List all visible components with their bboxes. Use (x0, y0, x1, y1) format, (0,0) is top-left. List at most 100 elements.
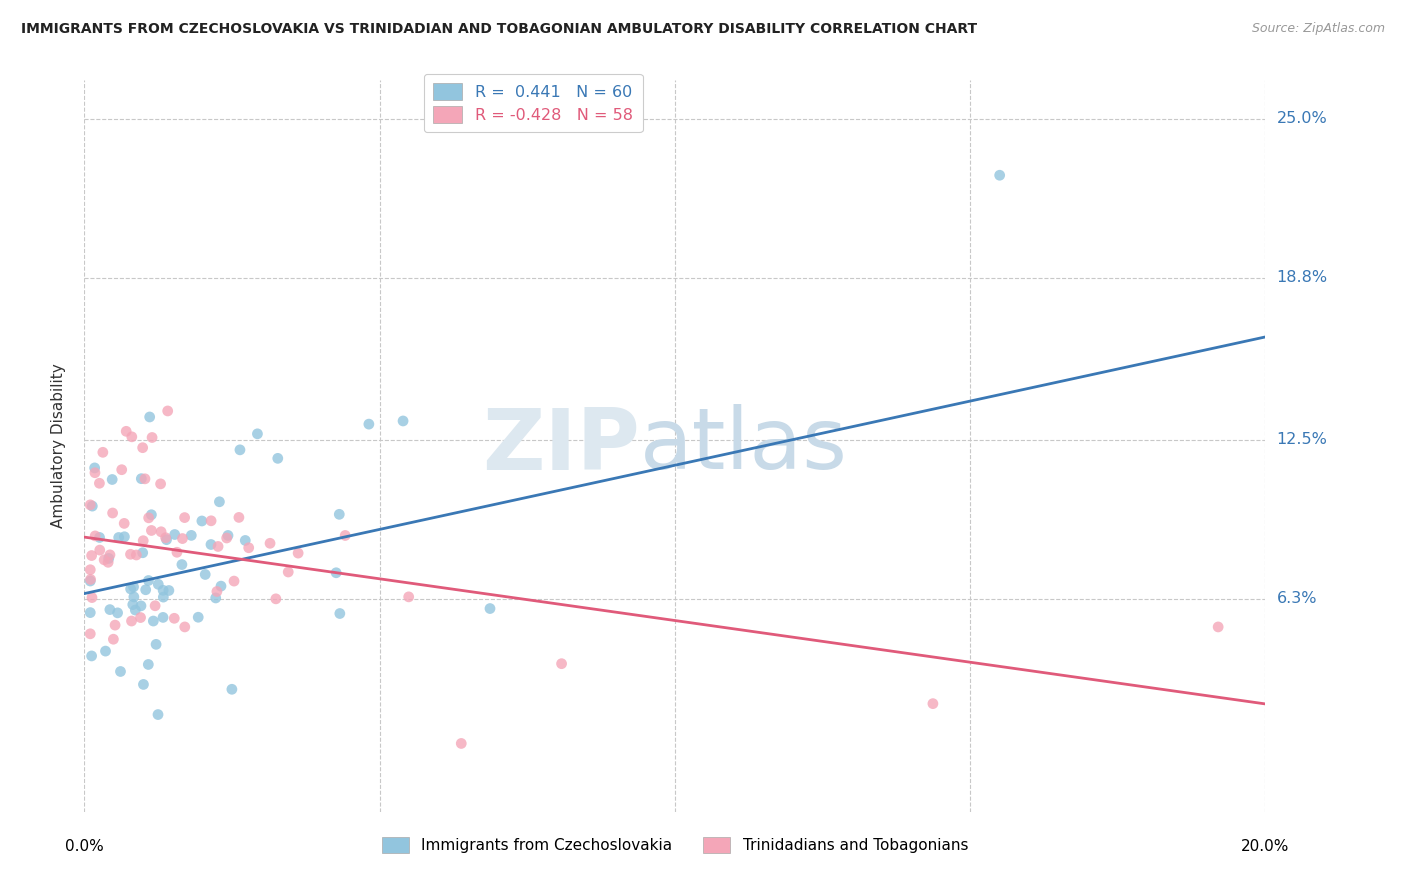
Point (259, 536, 281, 550)
Point (155, 531, 177, 545)
Point (132, 533, 155, 548)
Point (84, 466, 107, 480)
Point (145, 637, 167, 651)
Point (152, 583, 174, 598)
Point (131, 472, 153, 486)
Y-axis label: Ambulatory Disability: Ambulatory Disability (51, 364, 66, 528)
Point (228, 510, 250, 524)
Point (479, 601, 502, 615)
Point (141, 430, 163, 444)
Point (98, 548, 121, 562)
Point (131, 546, 153, 560)
Point (79, 573, 101, 587)
Point (173, 510, 195, 524)
Text: 20.0%: 20.0% (1241, 839, 1289, 855)
Point (83, 461, 105, 475)
Point (392, 414, 415, 428)
Point (121, 598, 143, 612)
Point (112, 530, 135, 544)
Point (80, 648, 103, 663)
Point (89, 476, 111, 491)
Point (101, 473, 124, 487)
Point (157, 583, 180, 598)
Point (122, 580, 145, 594)
Point (131, 441, 153, 455)
Point (97, 555, 120, 569)
Point (143, 599, 166, 613)
Point (89, 531, 111, 545)
Point (122, 590, 145, 604)
Point (97, 551, 120, 566)
Point (79, 627, 101, 641)
Point (335, 528, 357, 542)
Point (329, 607, 352, 621)
Point (325, 566, 347, 580)
Point (112, 516, 135, 531)
Point (187, 610, 209, 624)
Point (138, 511, 160, 525)
Point (79, 563, 101, 577)
Point (134, 472, 156, 486)
Text: atlas: atlas (640, 404, 848, 488)
Point (155, 533, 177, 547)
Legend: Immigrants from Czechoslovakia, Trinidadians and Tobagonians: Immigrants from Czechoslovakia, Trinidad… (375, 830, 974, 859)
Point (173, 620, 195, 634)
Text: IMMIGRANTS FROM CZECHOSLOVAKIA VS TRINIDADIAN AND TOBAGONIAN AMBULATORY DISABILI: IMMIGRANTS FROM CZECHOSLOVAKIA VS TRINID… (21, 22, 977, 37)
Point (129, 599, 152, 613)
Point (229, 442, 252, 457)
Point (328, 508, 350, 522)
Text: ZIP: ZIP (482, 404, 640, 488)
Point (988, 168, 1011, 182)
Text: 25.0%: 25.0% (1277, 112, 1327, 127)
Point (267, 451, 290, 466)
Text: 0.0%: 0.0% (65, 839, 104, 855)
Point (125, 548, 148, 562)
Point (135, 582, 157, 597)
Point (287, 546, 309, 560)
Point (79, 606, 101, 620)
Point (238, 541, 260, 555)
Point (149, 476, 172, 491)
Text: Source: ZipAtlas.com: Source: ZipAtlas.com (1251, 22, 1385, 36)
Point (89, 543, 111, 558)
Point (124, 603, 146, 617)
Point (120, 547, 142, 561)
Point (163, 611, 186, 625)
Point (93, 553, 115, 567)
Point (264, 591, 287, 606)
Point (107, 531, 129, 545)
Point (138, 409, 160, 424)
Point (246, 426, 269, 441)
Point (111, 463, 134, 477)
Point (142, 614, 165, 628)
Point (129, 610, 152, 624)
Point (205, 584, 228, 599)
Point (222, 574, 245, 588)
Point (357, 417, 380, 431)
Point (152, 590, 174, 604)
Point (107, 606, 129, 620)
Point (204, 591, 226, 605)
Point (98, 602, 121, 616)
Point (217, 528, 239, 542)
Point (922, 697, 945, 711)
Point (194, 567, 217, 582)
Point (1206, 620, 1229, 634)
Point (121, 430, 143, 444)
Point (132, 677, 155, 691)
Point (121, 614, 143, 628)
Point (148, 577, 170, 591)
Point (233, 533, 256, 548)
Point (79, 498, 101, 512)
Point (84, 529, 107, 543)
Point (208, 495, 231, 509)
Point (79, 574, 101, 588)
Point (152, 610, 174, 624)
Point (103, 632, 125, 647)
Point (104, 618, 127, 632)
Text: 6.3%: 6.3% (1277, 591, 1317, 607)
Point (550, 657, 572, 671)
Point (166, 545, 188, 559)
Point (170, 558, 193, 572)
Point (277, 565, 299, 579)
